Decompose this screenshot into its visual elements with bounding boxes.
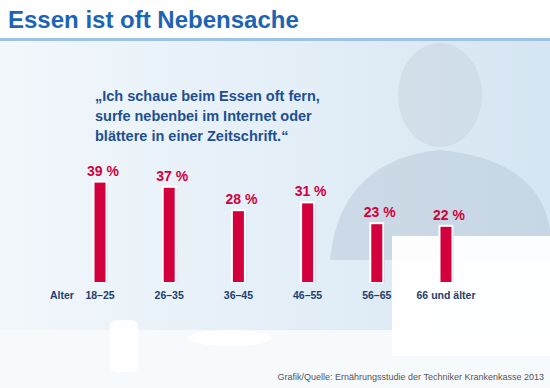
x-tick-label: 26–35 bbox=[155, 289, 184, 301]
bar bbox=[94, 182, 107, 283]
labels: 39 % 37 % 28 % 31 % 23 % 22 % 18–25 26–35 36–45 4… bbox=[50, 163, 475, 301]
bar bbox=[163, 187, 176, 283]
source: Grafik/Quelle: Ernährungsstudie der Tech… bbox=[278, 372, 544, 382]
stage: Essen ist oft Nebensache 39 % 37 % 28 % 31 %… bbox=[0, 0, 550, 388]
bowl bbox=[188, 330, 272, 346]
bar bbox=[370, 223, 383, 283]
laptop bbox=[392, 236, 550, 356]
person-head bbox=[398, 43, 482, 147]
chart-svg: Essen ist oft Nebensache 39 % 37 % 28 % 31 %… bbox=[0, 0, 550, 388]
subtitle: „Ich schaue beim Essen oft fern, surfe n… bbox=[95, 86, 345, 146]
background bbox=[0, 40, 550, 388]
background-fill bbox=[0, 40, 550, 388]
x-tick-label: 36–45 bbox=[224, 289, 253, 301]
title: Essen ist oft Nebensache bbox=[8, 6, 299, 33]
x-tick-label: 56–65 bbox=[362, 289, 391, 301]
x-tick-label: 66 und älter bbox=[417, 289, 476, 301]
data-label: 28 % bbox=[225, 191, 257, 207]
x-tick-label: 46–55 bbox=[293, 289, 322, 301]
bars bbox=[94, 182, 455, 283]
bar bbox=[232, 210, 245, 283]
data-label: 23 % bbox=[364, 204, 396, 220]
bar bbox=[440, 226, 453, 283]
x-tick-label: 18–25 bbox=[85, 289, 114, 301]
data-label: 39 % bbox=[87, 163, 119, 179]
bar bbox=[301, 202, 314, 283]
data-label: 22 % bbox=[433, 207, 465, 223]
header-line bbox=[0, 38, 550, 41]
jug bbox=[110, 320, 138, 372]
data-label: 31 % bbox=[295, 183, 327, 199]
data-label: 37 % bbox=[156, 168, 188, 184]
x-axis-label: Alter bbox=[50, 289, 74, 301]
header-band bbox=[0, 0, 550, 38]
